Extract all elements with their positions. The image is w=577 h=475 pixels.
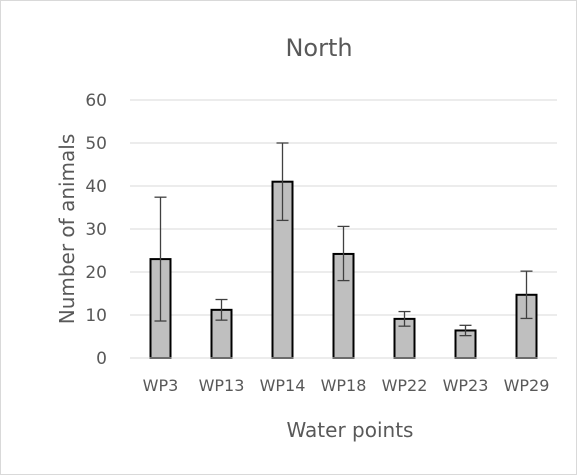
x-axis-tick-labels: WP3 WP13 WP14 WP18 WP22 WP23 WP29 <box>143 376 550 395</box>
error-bars <box>154 142 533 337</box>
x-tick-label: WP29 <box>504 376 550 395</box>
y-tick-label: 30 <box>85 220 107 240</box>
x-tick-label: WP14 <box>260 376 306 395</box>
x-tick-label: WP18 <box>321 376 367 395</box>
x-tick-label: WP13 <box>199 376 245 395</box>
y-tick-label: 20 <box>85 263 107 283</box>
y-tick-label: 10 <box>85 306 107 326</box>
x-tick-label: WP23 <box>443 376 489 395</box>
y-tick-label: 0 <box>96 349 107 369</box>
x-tick-label: WP22 <box>382 376 428 395</box>
y-axis-tick-labels: 0 10 20 30 40 50 60 <box>85 91 107 369</box>
x-axis-title: Water points <box>287 418 414 442</box>
x-tick-label: WP3 <box>143 376 179 395</box>
gridlines <box>130 99 557 316</box>
chart-title: North <box>285 34 352 62</box>
y-tick-label: 60 <box>85 91 107 111</box>
y-axis-title: Number of animals <box>55 134 79 325</box>
y-tick-label: 50 <box>85 134 107 154</box>
y-tick-label: 40 <box>85 177 107 197</box>
